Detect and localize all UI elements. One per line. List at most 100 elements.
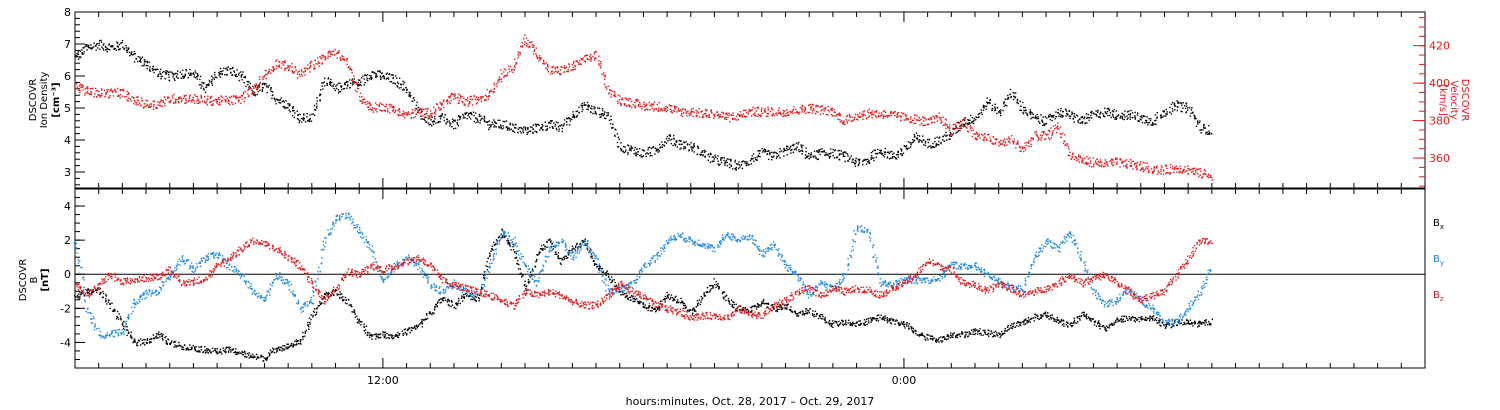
velocity-point — [389, 112, 391, 114]
velocity-point — [443, 99, 445, 101]
density-point — [262, 82, 264, 85]
density-point — [240, 75, 242, 77]
velocity-point — [706, 115, 709, 117]
velocity-point — [645, 103, 648, 105]
bx-point — [150, 341, 152, 343]
density-point — [118, 43, 121, 46]
velocity-point — [962, 118, 964, 121]
density-point — [219, 76, 221, 78]
density-point — [572, 111, 574, 113]
velocity-point — [304, 69, 307, 71]
density-point — [1185, 111, 1188, 113]
density-point — [972, 120, 974, 123]
density-point — [209, 81, 211, 83]
density-point — [1000, 111, 1002, 113]
bx-point — [339, 291, 341, 293]
velocity-point — [862, 118, 864, 120]
density-point — [808, 152, 810, 155]
velocity-point — [643, 106, 645, 108]
velocity-point — [1054, 124, 1057, 127]
density-point — [616, 141, 619, 144]
density-point — [1206, 131, 1208, 133]
bx-point — [392, 334, 394, 337]
density-point — [554, 123, 557, 126]
velocity-point — [529, 46, 531, 48]
velocity-point — [815, 104, 817, 107]
bx-point — [341, 296, 343, 299]
top-left-tick-label: 8 — [64, 6, 71, 19]
velocity-point — [1184, 171, 1186, 173]
velocity-point — [387, 110, 389, 112]
velocity-point — [178, 102, 180, 104]
bx-point — [313, 311, 316, 314]
velocity-point — [306, 67, 308, 70]
velocity-point — [165, 98, 167, 101]
velocity-point — [287, 64, 289, 67]
density-point — [451, 126, 453, 128]
velocity-point — [1004, 142, 1007, 144]
velocity-point — [498, 80, 500, 82]
velocity-point — [769, 110, 772, 113]
bx-point — [194, 348, 196, 351]
velocity-point — [739, 115, 741, 117]
density-point — [834, 149, 837, 151]
bx-point — [296, 340, 299, 342]
density-point — [851, 161, 853, 163]
bx-point — [105, 295, 107, 297]
density-point — [311, 113, 313, 115]
velocity-point — [669, 108, 671, 110]
velocity-point — [554, 68, 557, 70]
velocity-point — [1064, 140, 1066, 143]
velocity-point — [589, 55, 591, 58]
density-point — [734, 159, 736, 162]
velocity-point — [808, 104, 810, 107]
velocity-point — [1125, 159, 1128, 161]
velocity-point — [284, 69, 286, 71]
velocity-point — [1073, 158, 1075, 161]
velocity-point — [903, 112, 905, 114]
density-point — [647, 149, 649, 151]
bx-point — [380, 336, 382, 339]
density-point — [238, 72, 240, 74]
density-point — [196, 72, 199, 75]
velocity-point — [696, 110, 699, 113]
velocity-point — [1104, 165, 1106, 167]
density-point — [248, 81, 250, 83]
velocity-point — [244, 90, 247, 93]
velocity-point — [629, 106, 631, 108]
velocity-point — [888, 114, 890, 117]
velocity-point — [717, 114, 719, 117]
velocity-point — [790, 111, 792, 114]
density-point — [1185, 105, 1188, 107]
density-point — [870, 151, 873, 154]
velocity-point — [327, 55, 329, 57]
density-point — [594, 110, 596, 113]
velocity-point — [609, 89, 611, 91]
bx-point — [385, 337, 387, 339]
density-point — [324, 77, 326, 80]
velocity-point — [482, 96, 484, 98]
velocity-point — [941, 121, 943, 123]
velocity-point — [471, 104, 474, 106]
velocity-point — [693, 111, 695, 113]
velocity-point — [874, 115, 877, 117]
velocity-point — [79, 91, 81, 94]
velocity-point — [885, 115, 888, 117]
density-point — [190, 72, 192, 74]
density-point — [652, 147, 654, 149]
velocity-point — [484, 99, 486, 101]
density-point — [368, 78, 371, 80]
velocity-point — [567, 71, 569, 73]
density-point — [103, 43, 105, 45]
velocity-point — [484, 94, 487, 96]
density-point — [891, 157, 894, 159]
density-point — [952, 133, 954, 135]
velocity-point — [1201, 176, 1204, 178]
density-point — [758, 155, 760, 158]
velocity-point — [330, 51, 332, 53]
density-point — [959, 129, 961, 132]
velocity-point — [798, 113, 800, 115]
density-point — [164, 71, 167, 74]
bx-point — [225, 351, 227, 354]
density-point — [692, 146, 695, 149]
